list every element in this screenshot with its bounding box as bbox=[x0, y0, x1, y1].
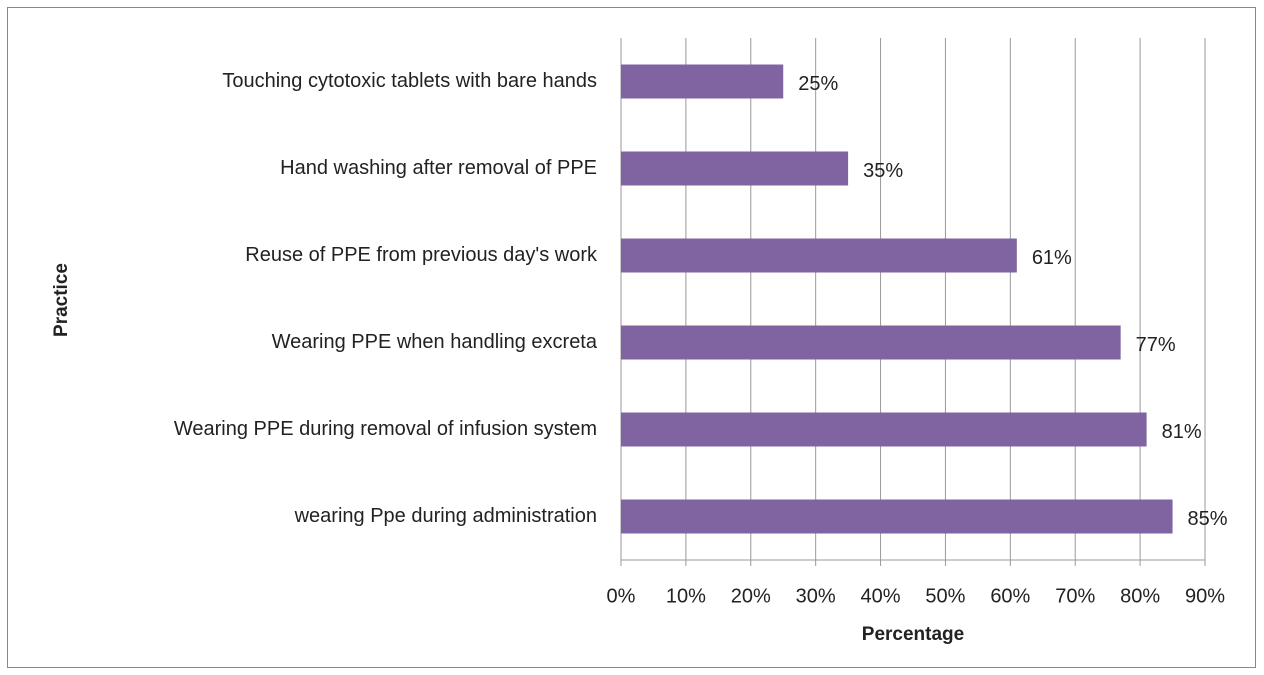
bar bbox=[621, 64, 784, 99]
x-axis-title: Percentage bbox=[862, 624, 964, 645]
data-label: 85% bbox=[1188, 508, 1228, 530]
x-tick-label: 70% bbox=[1055, 585, 1095, 607]
x-tick-label: 80% bbox=[1120, 585, 1160, 607]
y-tick-label: Wearing PPE when handling excreta bbox=[272, 331, 598, 353]
y-tick-label: wearing Ppe during administration bbox=[294, 505, 597, 527]
bar bbox=[621, 238, 1017, 273]
x-tick-label: 90% bbox=[1185, 585, 1225, 607]
y-tick-label: Reuse of PPE from previous day's work bbox=[245, 244, 598, 266]
y-tick-label: Hand washing after removal of PPE bbox=[280, 157, 597, 179]
y-axis-title: Practice bbox=[51, 263, 72, 337]
x-tick-label: 0% bbox=[607, 585, 636, 607]
y-tick-label: Touching cytotoxic tablets with bare han… bbox=[222, 70, 597, 92]
data-label: 25% bbox=[798, 73, 838, 95]
bar bbox=[621, 151, 849, 186]
data-label: 61% bbox=[1032, 247, 1072, 269]
bar bbox=[621, 412, 1147, 447]
data-label: 77% bbox=[1136, 334, 1176, 356]
bar bbox=[621, 499, 1173, 534]
x-tick-label: 60% bbox=[990, 585, 1030, 607]
data-label: 81% bbox=[1162, 421, 1202, 443]
x-tick-label: 30% bbox=[796, 585, 836, 607]
y-tick-label: Wearing PPE during removal of infusion s… bbox=[174, 418, 597, 440]
x-tick-label: 50% bbox=[925, 585, 965, 607]
x-tick-label: 10% bbox=[666, 585, 706, 607]
data-label: 35% bbox=[863, 160, 903, 182]
bar bbox=[621, 325, 1121, 360]
x-tick-label: 20% bbox=[731, 585, 771, 607]
x-tick-label: 40% bbox=[861, 585, 901, 607]
